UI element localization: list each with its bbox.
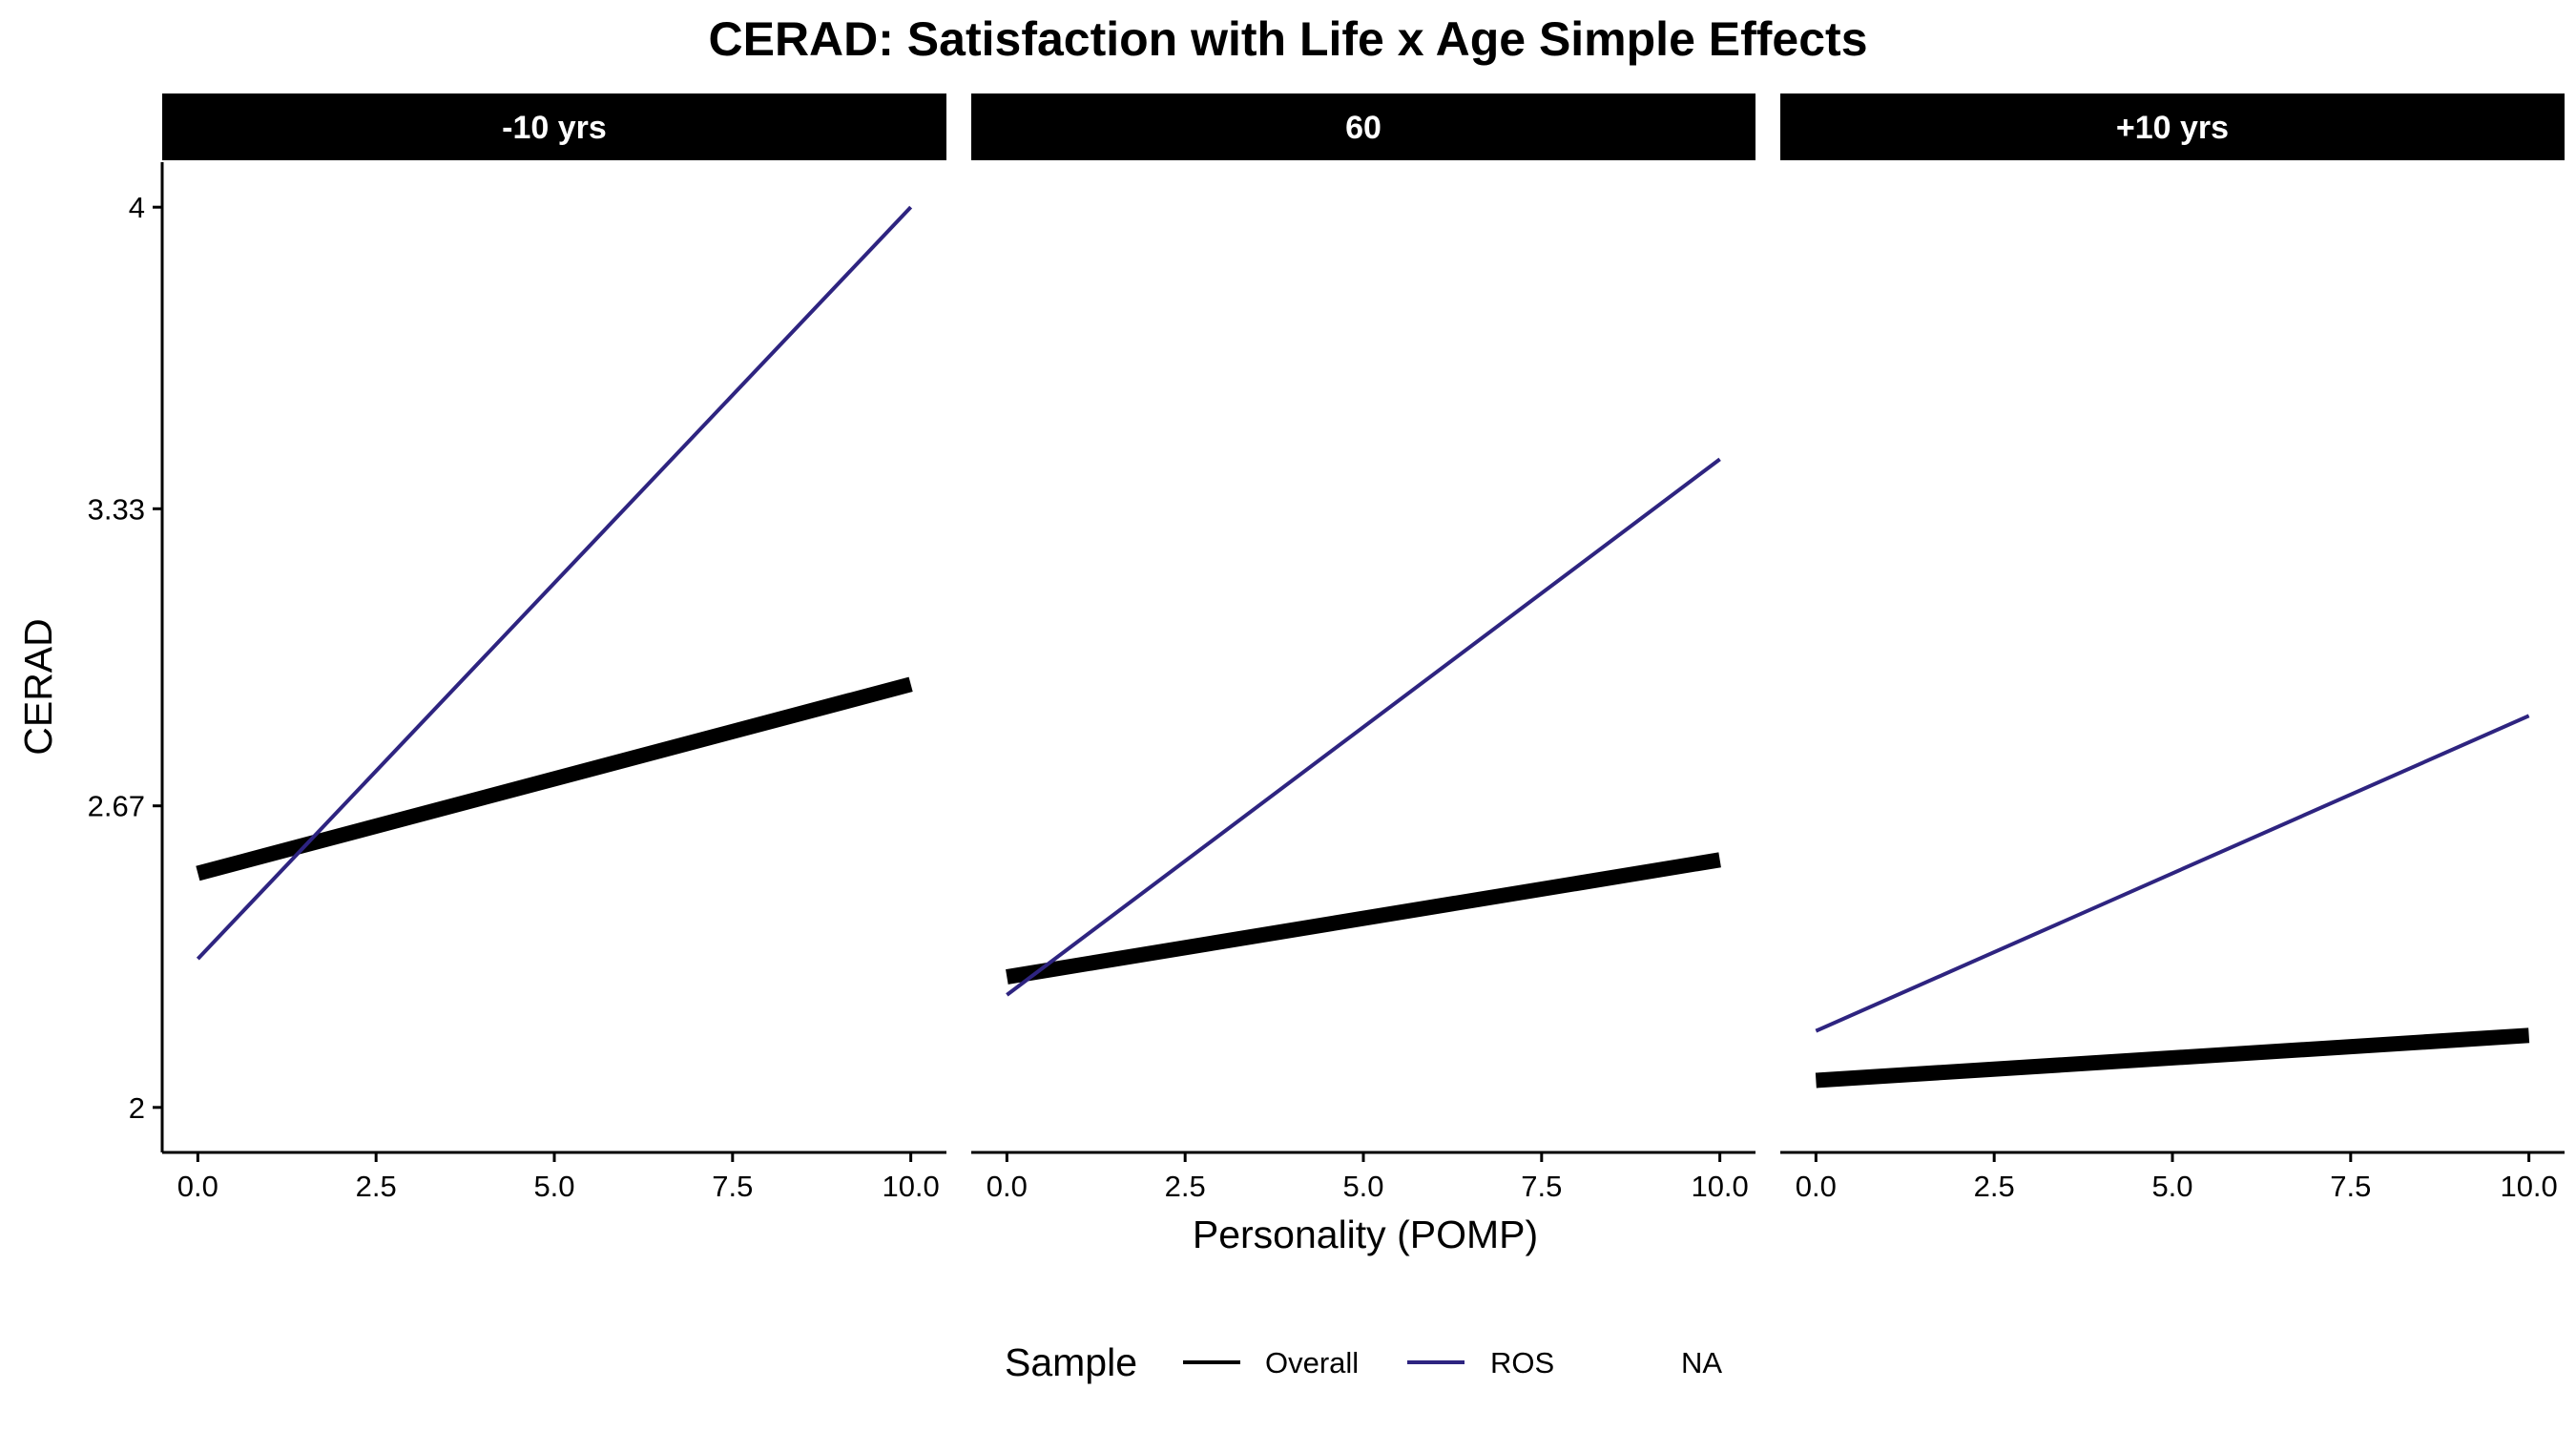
strip-label: +10 yrs [2116,110,2229,146]
x-tick-label: 2.5 [1165,1170,1206,1203]
y-tick-label: 4 [129,191,145,224]
legend-title: Sample [1005,1340,1137,1384]
x-tick-label: 10.0 [2500,1170,2557,1203]
series-line-ros [1815,714,2530,1033]
strip-background [1780,93,2565,160]
x-tick-label: 7.5 [1521,1170,1562,1203]
strip-label: -10 yrs [502,110,607,146]
x-tick-label: 5.0 [1342,1170,1383,1203]
y-tick-label: 2.67 [88,790,145,823]
y-axis-title: CERAD [16,618,60,756]
x-tick-label: 2.5 [1974,1170,2015,1203]
panels-layer: -10 yrs 0.0 2.5 5.0 7.5 10.0 2 2.67 3.33 4 60 0.0 2.… [88,93,2565,1203]
panel-1: 60 0.0 2.5 5.0 7.5 10.0 [971,93,1755,1203]
legend: Sample Overall ROS NA [1005,1340,1722,1384]
chart-title: CERAD: Satisfaction with Life x Age Simp… [708,12,1867,66]
y-tick-label: 3.33 [88,492,145,526]
legend-label-overall: Overall [1265,1346,1359,1379]
series-line-overall [1815,1027,2530,1089]
series-line-overall [196,676,913,881]
x-tick-label: 0.0 [987,1170,1028,1203]
x-tick-label: 0.0 [1796,1170,1837,1203]
legend-label-na: NA [1681,1346,1722,1379]
x-tick-label: 5.0 [533,1170,574,1203]
series-line-ros [1006,457,1721,997]
series-line-overall [1006,852,1721,985]
x-tick-label: 10.0 [882,1170,939,1203]
series-line-ros [196,205,913,961]
x-tick-label: 7.5 [712,1170,753,1203]
x-axis-title: Personality (POMP) [1193,1213,1538,1256]
x-tick-label: 2.5 [356,1170,397,1203]
panel-0: -10 yrs 0.0 2.5 5.0 7.5 10.0 2 2.67 3.33 4 [88,93,946,1203]
panel-2: +10 yrs 0.0 2.5 5.0 7.5 10.0 [1780,93,2565,1203]
strip-background [162,93,946,160]
y-tick-label: 2 [129,1091,145,1125]
x-tick-label: 10.0 [1691,1170,1748,1203]
strip-background [971,93,1755,160]
strip-label: 60 [1345,110,1381,146]
x-tick-label: 5.0 [2151,1170,2192,1203]
x-tick-label: 7.5 [2330,1170,2371,1203]
legend-label-ros: ROS [1490,1346,1554,1379]
x-tick-label: 0.0 [177,1170,218,1203]
